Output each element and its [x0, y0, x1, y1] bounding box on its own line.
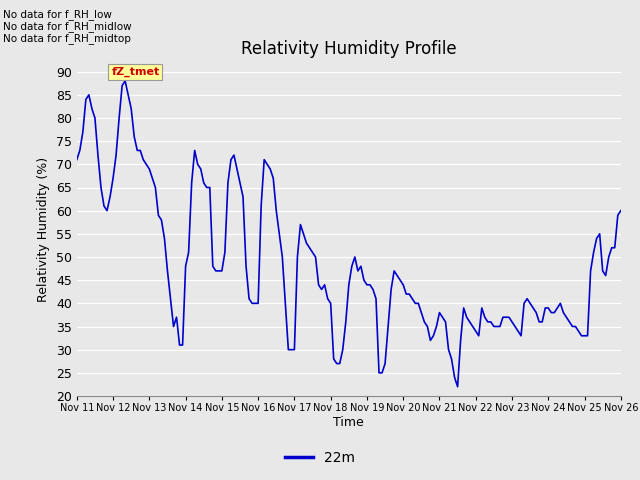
- Legend: 22m: 22m: [280, 445, 360, 471]
- Text: fZ_tmet: fZ_tmet: [111, 67, 159, 77]
- Title: Relativity Humidity Profile: Relativity Humidity Profile: [241, 40, 456, 58]
- X-axis label: Time: Time: [333, 416, 364, 429]
- Text: No data for f_RH_low: No data for f_RH_low: [3, 9, 112, 20]
- Text: No data for f_RH_midlow: No data for f_RH_midlow: [3, 21, 132, 32]
- Y-axis label: Relativity Humidity (%): Relativity Humidity (%): [37, 156, 51, 302]
- Text: No data for f_RH_midtop: No data for f_RH_midtop: [3, 33, 131, 44]
